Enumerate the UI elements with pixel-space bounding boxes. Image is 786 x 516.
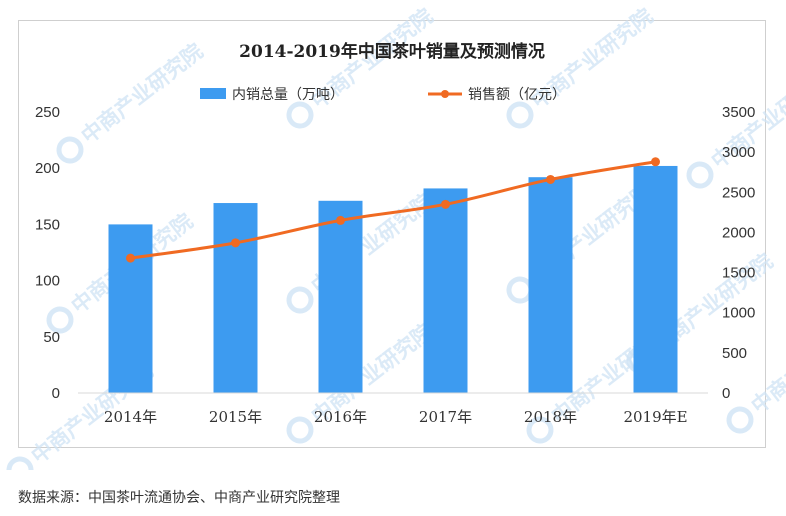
- x-tick-label: 2019年E: [623, 408, 687, 426]
- left-tick-label: 150: [35, 216, 60, 233]
- source-note: 数据来源：中国茶叶流通协会、中商产业研究院整理: [18, 490, 340, 506]
- line-point: [126, 253, 135, 263]
- bar: [423, 188, 468, 393]
- line-point: [441, 199, 450, 209]
- legend-line-label: 销售额（亿元）: [468, 87, 566, 103]
- x-tick-label: 2018年: [524, 408, 577, 426]
- watermark-text: 中商产业研究院: [747, 309, 786, 418]
- left-tick-label: 100: [35, 273, 60, 290]
- watermark-tile: 中商产业研究院: [56, 39, 208, 164]
- right-axis-ticks: 0 500 1000 1500 2000 2500 3000 3500: [722, 104, 755, 402]
- watermark-tile: 中商产业研究院: [506, 4, 657, 129]
- x-tick-label: 2015年: [209, 408, 262, 426]
- left-axis-ticks: 0 50 100 150 200 250: [35, 104, 60, 402]
- sales-line: [130, 160, 656, 260]
- bar: [213, 203, 258, 393]
- right-tick-label: 3000: [722, 144, 755, 161]
- right-tick-label: 1000: [722, 305, 755, 322]
- line-point: [546, 174, 555, 184]
- watermark-logo-icon: [726, 406, 754, 434]
- right-tick-label: 0: [722, 385, 730, 402]
- chart-title: 2014-2019年中国茶叶销量及预测情况: [239, 41, 545, 62]
- right-tick-label: 500: [722, 345, 747, 362]
- watermark-logo-icon: [46, 306, 74, 334]
- left-tick-label: 0: [52, 385, 60, 402]
- bar-series: [108, 165, 678, 393]
- watermark-tile: 中商产业研究院: [726, 309, 786, 434]
- chart-legend: 内销总量（万吨） 销售额（亿元）: [200, 87, 566, 103]
- right-tick-label: 2000: [722, 224, 755, 241]
- bar: [108, 224, 153, 393]
- x-tick-label: 2016年: [314, 408, 367, 426]
- watermark-logo-icon: [286, 416, 314, 444]
- watermark-logo-icon: [286, 286, 314, 314]
- x-tick-label: 2017年: [419, 408, 472, 426]
- bar: [633, 165, 678, 393]
- x-axis-labels: 2014年 2015年 2016年 2017年 2018年 2019年E: [104, 408, 688, 426]
- right-tick-label: 3500: [722, 104, 755, 121]
- watermark-logo-icon: [286, 101, 314, 129]
- line-point: [651, 157, 660, 167]
- watermark-logo-icon: [686, 161, 714, 189]
- watermark-text: 中商产业研究院: [77, 39, 208, 148]
- left-tick-label: 250: [35, 104, 60, 121]
- line-point: [336, 215, 345, 225]
- legend-bar-label: 内销总量（万吨）: [232, 87, 344, 103]
- watermark-logo-icon: [6, 456, 34, 470]
- watermark-logo-icon: [56, 136, 84, 164]
- watermark-logo-icon: [526, 416, 554, 444]
- right-tick-label: 1500: [722, 265, 755, 282]
- legend-bar-swatch: [200, 88, 226, 99]
- watermark-logo-icon: [506, 101, 534, 129]
- left-tick-label: 200: [35, 160, 60, 177]
- x-tick-label: 2014年: [104, 408, 157, 426]
- line-series: [126, 157, 660, 263]
- right-tick-label: 2500: [722, 184, 755, 201]
- left-tick-label: 50: [43, 329, 60, 346]
- bar: [528, 177, 573, 393]
- legend-line-marker: [441, 90, 449, 98]
- line-point: [231, 238, 240, 248]
- bar: [318, 200, 363, 393]
- watermark-tile: 中商产业研究院: [286, 4, 437, 129]
- watermark-tile: 中商产业研究院: [686, 64, 786, 189]
